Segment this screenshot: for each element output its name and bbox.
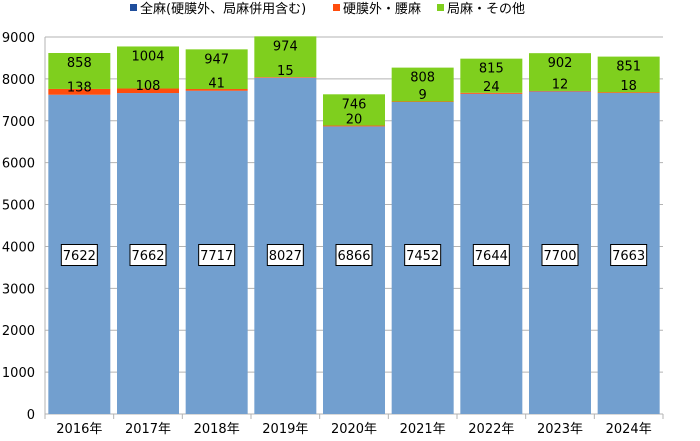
data-label-series-3: 815 (479, 62, 504, 77)
y-tick-label: 2000 (2, 324, 35, 339)
data-label-series-3: 808 (410, 71, 435, 86)
x-tick-label: 2017年 (125, 422, 171, 437)
y-tick-label: 4000 (2, 240, 35, 255)
legend-swatch-3 (437, 4, 444, 11)
data-label-series-3: 1004 (131, 49, 164, 64)
bar-segment-3 (460, 58, 523, 93)
x-tick-label: 2023年 (537, 422, 583, 437)
legend-swatch-2 (333, 4, 340, 11)
x-tick-label: 2021年 (400, 422, 446, 437)
x-tick-label: 2016年 (56, 422, 102, 437)
bar-segment-2 (254, 77, 317, 78)
y-tick-label: 0 (27, 408, 35, 423)
x-axis: 2016年 2017年 2018年 2019年 2020年 2021年 2022年 2023年… (44, 414, 664, 437)
bar-segment-3 (254, 36, 317, 78)
data-label-series-1: 7662 (131, 249, 164, 264)
y-tick-label: 5000 (2, 199, 35, 214)
y-tick-label: 1000 (2, 366, 35, 381)
data-label-series-3: 746 (342, 97, 367, 112)
data-label-box (472, 244, 510, 266)
x-tick-label: 2018年 (194, 422, 240, 437)
data-label-series-3: 858 (67, 56, 92, 71)
data-label-box (198, 244, 236, 266)
data-label-series-3: 974 (273, 39, 298, 54)
data-label-series-1: 7717 (200, 249, 233, 264)
bar-segment-2 (529, 90, 591, 92)
bar-segment-3 (48, 53, 111, 89)
data-label-series-2: 12 (552, 77, 569, 92)
data-label-box (335, 244, 373, 266)
bar-segment-3 (529, 53, 591, 91)
data-label-series-2: 9 (419, 88, 427, 103)
data-label-series-1: 8027 (269, 249, 302, 264)
data-label-series-2: 20 (346, 112, 363, 127)
bar-segment-2 (323, 125, 385, 127)
data-label-series-2: 18 (620, 79, 637, 94)
y-tick-label: 3000 (2, 282, 35, 297)
x-tick-label: 2019年 (262, 422, 308, 437)
legend-label-1: 全麻(硬膜外、局麻併用含む) (140, 1, 306, 17)
bar-segment-3 (597, 56, 660, 93)
data-label-box (541, 244, 579, 266)
bar-segment-3 (391, 67, 454, 102)
bars: 7622138858766210810047717419478027159746… (48, 36, 660, 415)
y-tick-label: 8000 (2, 73, 35, 88)
bar-segment-1 (323, 126, 385, 414)
bar-segment-2 (48, 88, 111, 95)
data-label-series-2: 24 (483, 80, 500, 95)
data-label-box (129, 244, 167, 266)
data-label-series-2: 41 (208, 77, 225, 92)
data-label-series-1: 7452 (406, 249, 439, 264)
legend: 全麻(硬膜外、局麻併用含む) 硬膜外・腰麻 局麻・その他 (130, 1, 525, 17)
bar-segment-3 (323, 94, 385, 126)
x-tick-label: 2020年 (331, 422, 377, 437)
y-tick-label: 7000 (2, 115, 35, 130)
data-label-series-1: 7700 (543, 249, 576, 264)
data-label-series-3: 947 (204, 52, 229, 67)
y-tick-label: 6000 (2, 157, 35, 172)
data-label-box (266, 244, 304, 266)
data-label-series-1: 6866 (337, 249, 370, 264)
data-label-series-2: 138 (67, 81, 92, 96)
y-tick-label: 9000 (2, 31, 35, 46)
x-tick-label: 2024年 (606, 422, 652, 437)
x-tick-label: 2022年 (468, 422, 514, 437)
data-label-box (610, 244, 648, 266)
data-label-box (60, 244, 98, 266)
bar-segment-2 (185, 89, 248, 91)
data-label-series-2: 15 (277, 64, 294, 79)
legend-swatch-1 (130, 4, 137, 11)
legend-label-2: 硬膜外・腰麻 (343, 2, 421, 17)
bar-segment-2 (117, 88, 179, 94)
data-label-series-1: 7644 (475, 249, 508, 264)
data-label-series-3: 851 (616, 60, 641, 75)
data-label-series-2: 108 (136, 79, 161, 94)
data-label-box (404, 244, 442, 266)
data-label-series-1: 7663 (612, 249, 645, 264)
bar-segment-2 (391, 101, 454, 102)
data-label-series-3: 902 (548, 56, 573, 71)
bar-segment-2 (597, 92, 660, 94)
bar-segment-3 (185, 49, 248, 90)
bar-segment-2 (460, 92, 523, 94)
bar-segment-3 (117, 46, 179, 89)
data-label-series-1: 7622 (63, 249, 96, 264)
legend-label-3: 局麻・その他 (447, 2, 525, 17)
